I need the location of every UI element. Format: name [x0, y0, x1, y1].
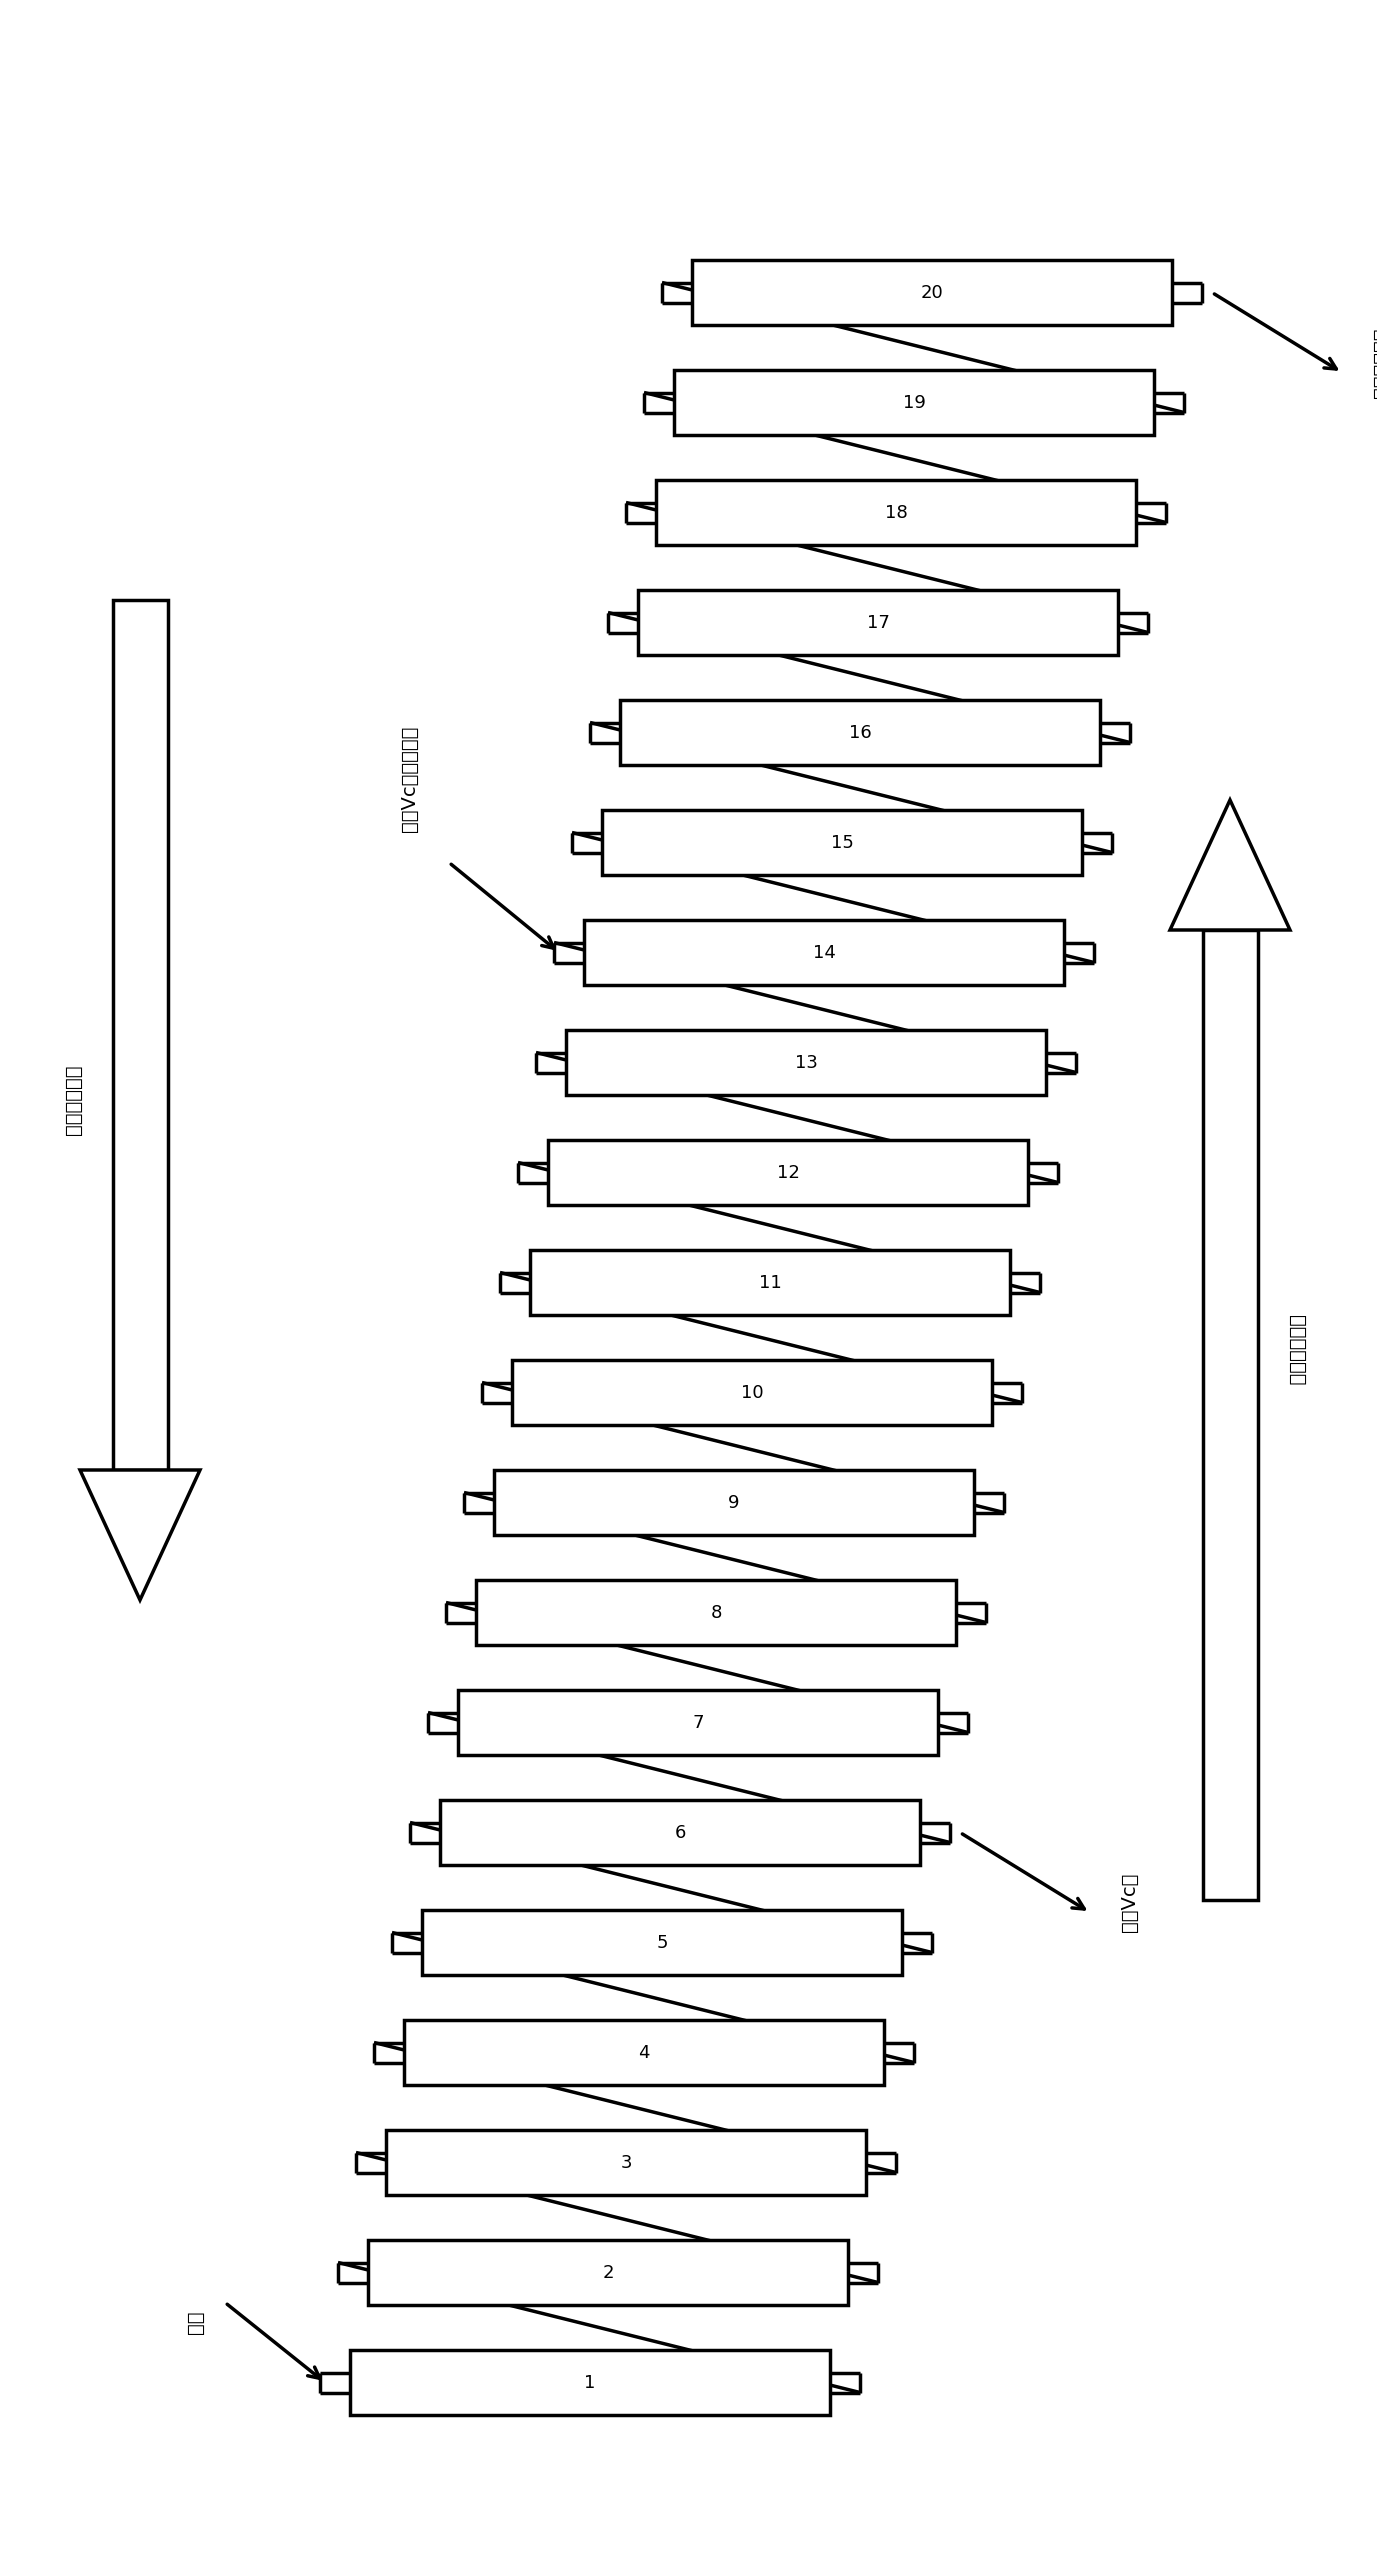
Bar — [403, 2020, 884, 2084]
Text: 富含Vc液: 富含Vc液 — [1120, 1874, 1139, 1933]
Text: 固相移动方向: 固相移动方向 — [63, 1065, 83, 1134]
Text: 14: 14 — [812, 945, 836, 963]
Bar — [441, 1800, 920, 1866]
Bar — [512, 1359, 991, 1426]
Bar — [693, 261, 1172, 325]
Text: 2: 2 — [602, 2263, 614, 2281]
Bar — [113, 599, 168, 1469]
Bar — [566, 1029, 1047, 1096]
Text: 18: 18 — [884, 504, 907, 522]
Bar — [386, 2130, 866, 2194]
Text: 富含古龙酸液: 富含古龙酸液 — [1371, 328, 1377, 397]
Bar — [620, 699, 1100, 765]
Bar — [584, 919, 1064, 986]
Text: 1: 1 — [584, 2373, 596, 2391]
Text: 16: 16 — [848, 724, 872, 742]
Text: 6: 6 — [675, 1823, 686, 1841]
Bar — [459, 1690, 938, 1756]
Text: 4: 4 — [639, 2043, 650, 2061]
Bar — [350, 2350, 830, 2414]
Bar — [548, 1139, 1029, 1206]
Bar — [494, 1469, 974, 1536]
Text: 7: 7 — [693, 1713, 704, 1731]
Bar — [638, 589, 1118, 655]
Bar — [602, 809, 1082, 876]
Bar — [421, 1910, 902, 1974]
Text: 20: 20 — [921, 284, 943, 302]
Text: 17: 17 — [866, 614, 890, 632]
Bar — [368, 2240, 848, 2304]
Text: 3: 3 — [620, 2153, 632, 2171]
Bar — [673, 371, 1154, 435]
Text: 5: 5 — [657, 1933, 668, 1951]
Polygon shape — [80, 1469, 200, 1600]
Text: 富含Vc和古龙酸液: 富含Vc和古龙酸液 — [399, 727, 419, 832]
Bar — [1202, 929, 1257, 1900]
Text: 纯水: 纯水 — [186, 2312, 205, 2335]
Text: 15: 15 — [830, 835, 854, 852]
Text: 11: 11 — [759, 1272, 781, 1290]
Bar — [530, 1249, 1009, 1316]
Polygon shape — [1170, 799, 1290, 929]
Text: 10: 10 — [741, 1382, 763, 1400]
Text: 13: 13 — [795, 1055, 818, 1073]
Text: 9: 9 — [728, 1492, 739, 1510]
Bar — [655, 481, 1136, 545]
Text: 液相流动方向: 液相流动方向 — [1287, 1316, 1307, 1385]
Text: 12: 12 — [777, 1162, 800, 1183]
Text: 19: 19 — [902, 394, 925, 412]
Text: 8: 8 — [711, 1603, 722, 1620]
Bar — [476, 1580, 956, 1646]
